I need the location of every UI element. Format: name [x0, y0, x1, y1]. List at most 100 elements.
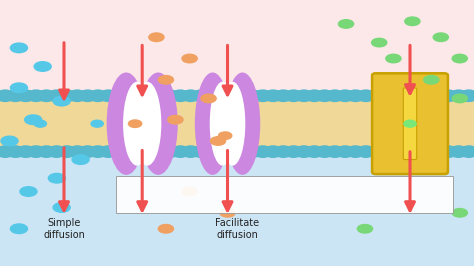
- Ellipse shape: [26, 145, 46, 158]
- Ellipse shape: [397, 145, 417, 158]
- Ellipse shape: [109, 89, 128, 102]
- Ellipse shape: [139, 89, 159, 102]
- Ellipse shape: [397, 89, 417, 102]
- Bar: [0, 149, 474, 266]
- Ellipse shape: [170, 89, 190, 102]
- Ellipse shape: [98, 145, 118, 158]
- Circle shape: [53, 203, 70, 212]
- Ellipse shape: [366, 145, 386, 158]
- Ellipse shape: [387, 89, 407, 102]
- Ellipse shape: [109, 145, 128, 158]
- Ellipse shape: [325, 89, 345, 102]
- Text: Simple
diffusion: Simple diffusion: [43, 218, 85, 240]
- Ellipse shape: [253, 145, 273, 158]
- Ellipse shape: [304, 89, 324, 102]
- Ellipse shape: [150, 145, 170, 158]
- Ellipse shape: [346, 89, 365, 102]
- Ellipse shape: [225, 73, 260, 175]
- Ellipse shape: [129, 89, 149, 102]
- Circle shape: [91, 120, 103, 127]
- Bar: [116, 176, 453, 213]
- Ellipse shape: [222, 89, 242, 102]
- Ellipse shape: [181, 89, 201, 102]
- Circle shape: [210, 137, 226, 145]
- Bar: [0, 146, 474, 147]
- Ellipse shape: [181, 145, 201, 158]
- Ellipse shape: [57, 145, 77, 158]
- Ellipse shape: [325, 145, 345, 158]
- Ellipse shape: [459, 89, 474, 102]
- Ellipse shape: [418, 145, 438, 158]
- FancyBboxPatch shape: [403, 88, 417, 160]
- Ellipse shape: [438, 89, 458, 102]
- Ellipse shape: [129, 145, 149, 158]
- Ellipse shape: [263, 145, 283, 158]
- Ellipse shape: [376, 89, 396, 102]
- Circle shape: [158, 76, 173, 84]
- Ellipse shape: [78, 89, 98, 102]
- Ellipse shape: [36, 89, 56, 102]
- Ellipse shape: [438, 145, 458, 158]
- Ellipse shape: [356, 145, 376, 158]
- Ellipse shape: [16, 89, 36, 102]
- Circle shape: [53, 96, 70, 106]
- Ellipse shape: [201, 145, 221, 158]
- Circle shape: [386, 54, 401, 63]
- Ellipse shape: [160, 145, 180, 158]
- Ellipse shape: [284, 89, 304, 102]
- Ellipse shape: [376, 145, 396, 158]
- Ellipse shape: [356, 89, 376, 102]
- Ellipse shape: [195, 73, 230, 175]
- Ellipse shape: [407, 145, 427, 158]
- Ellipse shape: [138, 73, 178, 175]
- Circle shape: [404, 120, 416, 127]
- Bar: [0, 145, 474, 146]
- Ellipse shape: [47, 89, 67, 102]
- Ellipse shape: [67, 89, 87, 102]
- Circle shape: [372, 38, 387, 47]
- Ellipse shape: [232, 89, 252, 102]
- Circle shape: [219, 132, 232, 139]
- Ellipse shape: [315, 145, 335, 158]
- Ellipse shape: [6, 89, 26, 102]
- Ellipse shape: [170, 145, 190, 158]
- Ellipse shape: [387, 145, 407, 158]
- Ellipse shape: [273, 89, 293, 102]
- Ellipse shape: [36, 145, 56, 158]
- Ellipse shape: [294, 145, 314, 158]
- Ellipse shape: [407, 89, 427, 102]
- Ellipse shape: [88, 89, 108, 102]
- Ellipse shape: [78, 145, 98, 158]
- Ellipse shape: [26, 89, 46, 102]
- Ellipse shape: [211, 89, 231, 102]
- Ellipse shape: [448, 145, 468, 158]
- Circle shape: [10, 83, 27, 93]
- Circle shape: [34, 62, 51, 71]
- Ellipse shape: [428, 145, 448, 158]
- Circle shape: [168, 115, 183, 124]
- Ellipse shape: [211, 145, 231, 158]
- Bar: [0, 152, 474, 153]
- Ellipse shape: [315, 89, 335, 102]
- Ellipse shape: [428, 89, 448, 102]
- Circle shape: [10, 43, 27, 53]
- Bar: [0, 94, 474, 153]
- Ellipse shape: [201, 89, 221, 102]
- Bar: [0, 147, 474, 148]
- Ellipse shape: [47, 145, 67, 158]
- Ellipse shape: [243, 145, 263, 158]
- Circle shape: [182, 54, 197, 63]
- Ellipse shape: [16, 145, 36, 158]
- FancyBboxPatch shape: [372, 73, 448, 174]
- Ellipse shape: [304, 145, 324, 158]
- Circle shape: [357, 225, 373, 233]
- Bar: [0, 148, 474, 149]
- Circle shape: [424, 76, 439, 84]
- Bar: [0, 151, 474, 152]
- Circle shape: [10, 224, 27, 234]
- Ellipse shape: [67, 145, 87, 158]
- Ellipse shape: [119, 145, 139, 158]
- Ellipse shape: [448, 89, 468, 102]
- Circle shape: [149, 33, 164, 41]
- Ellipse shape: [160, 89, 180, 102]
